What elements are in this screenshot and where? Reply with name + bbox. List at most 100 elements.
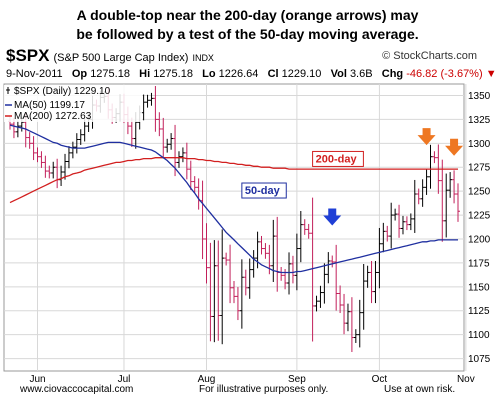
ohlc-bar: [377, 227, 382, 289]
label-text: 50-day: [245, 185, 281, 197]
ohlc-bar: [251, 250, 256, 278]
change-value: -46.82 (-3.67%): [406, 68, 483, 80]
annotation-labels: 200-day 50-day: [241, 150, 364, 199]
ohlc-bar: [334, 244, 339, 311]
ohlc-bar: [212, 240, 217, 343]
ohlc-bar: [400, 215, 405, 235]
legend-ma200: MA(200) 1272.63: [14, 111, 92, 122]
ohlc-bar: [35, 147, 40, 163]
ohlc-bar: [302, 219, 307, 235]
ohlc-bar: [290, 255, 295, 284]
ohlc-bar: [432, 151, 437, 164]
ohlc-bar: [149, 92, 154, 106]
ohlc-bar: [338, 285, 343, 314]
ohlc-bar: [271, 219, 276, 282]
ohlc-bar: [180, 147, 185, 163]
ohlc-bar: [404, 216, 409, 231]
ohlc-bar: [55, 158, 60, 189]
ohlc-bar: [416, 188, 421, 205]
low-value: 1226.64: [218, 68, 259, 80]
ohlc-bar: [275, 216, 280, 292]
ohlc-bar: [157, 112, 162, 137]
high-value: 1275.18: [153, 68, 193, 80]
ohlc-bar: [349, 297, 354, 353]
ohlc-bar: [428, 144, 433, 189]
orange-arrow-icon: [417, 128, 436, 146]
ohlc-bar: [294, 233, 299, 291]
label-box: [241, 182, 287, 199]
ohlc-bar: [78, 129, 83, 145]
ohlc-bar: [440, 159, 445, 242]
ohlc-bar: [47, 165, 52, 179]
ohlc-bar: [342, 293, 347, 335]
footer-note: For illustrative purposes only.: [199, 384, 329, 395]
symbol: $SPX: [6, 46, 50, 65]
annotation-arrows: [323, 128, 464, 226]
exchange: INDX: [192, 53, 214, 63]
ohlc-bar: [228, 244, 233, 304]
ohlc-bar: [192, 176, 197, 193]
y-tick-label: 1200: [468, 234, 491, 245]
ma50-label: 50-day: [241, 182, 287, 199]
ohlc-bar: [66, 146, 71, 169]
ohlc-bar: [448, 172, 453, 198]
y-tick-label: 1100: [468, 330, 490, 341]
quote-date: 9-Nov-2011: [6, 68, 63, 80]
x-axis: Jun Jul Aug Sep Oct Nov: [29, 374, 474, 385]
ohlc-bar: [412, 179, 417, 233]
ohlc-bar: [239, 259, 244, 329]
ohlc-bar: [385, 225, 390, 242]
ohlc-bar: [330, 255, 335, 268]
stockcharts-brand: © StockCharts.com: [382, 50, 477, 62]
y-tick-label: 1125: [468, 306, 490, 317]
low-label: Lo: [202, 68, 216, 80]
ma200-label: 200-day: [312, 150, 364, 167]
footer-site: www.ciovaccocapital.com: [20, 384, 134, 395]
price-legend-marker: [6, 87, 10, 94]
ohlc-bar: [444, 173, 449, 238]
ohlc-bar: [15, 120, 20, 138]
x-tick-label: Oct: [372, 374, 388, 385]
ohlc-bar: [27, 132, 32, 149]
ohlc-bar: [208, 242, 213, 342]
ohlc-bar: [220, 229, 225, 345]
ohlc-bar: [314, 295, 319, 312]
x-tick-label: Sep: [288, 374, 306, 385]
ohlc-bar: [420, 179, 425, 207]
open-label: Op: [71, 68, 88, 80]
ohlc-bar: [161, 117, 166, 159]
ohlc-bar: [74, 133, 79, 154]
legend-ma50: MA(50) 1199.17: [14, 100, 85, 111]
ohlc-bar: [408, 213, 413, 231]
ohlc-bar: [184, 142, 189, 180]
ma200-line: [9, 157, 458, 204]
label-box: [312, 150, 364, 167]
ohlc-bars: [8, 86, 460, 353]
ohlc-bar: [204, 223, 209, 284]
ohlc-bar: [452, 170, 457, 204]
ohlc-bar: [365, 265, 370, 288]
ohlc-bar: [196, 178, 201, 210]
y-tick-label: 1225: [468, 211, 491, 222]
ohlc-bar: [310, 197, 315, 342]
ohlc-bar: [326, 252, 331, 284]
caption-line-2: be followed by a test of the 50-day movi…: [76, 26, 419, 42]
x-tick-label: Nov: [457, 374, 475, 385]
symbol-header: $SPX (S&P 500 Large Cap Index) INDX: [6, 46, 214, 66]
ohlc-bar: [232, 281, 236, 304]
volume-label: Vol: [330, 68, 347, 80]
ohlc-bar: [397, 204, 402, 238]
ohlc-bar: [145, 94, 150, 108]
y-tick-label: 1175: [468, 258, 490, 269]
close-label: Cl: [267, 68, 279, 80]
ohlc-bar: [322, 263, 327, 304]
blue-arrow-icon: [323, 208, 342, 226]
legend: $SPX (Daily) 1229.10 MA(50) 1199.17 MA(2…: [4, 85, 142, 122]
high-label: Hi: [139, 68, 151, 80]
footer-risk: Use at own risk.: [384, 384, 456, 395]
index-name: (S&P 500 Large Cap Index): [53, 52, 189, 64]
y-tick-label: 1325: [468, 115, 491, 126]
change-label: Chg: [381, 68, 404, 80]
plot-frame: [3, 83, 465, 372]
ohlc-bar: [318, 285, 323, 308]
